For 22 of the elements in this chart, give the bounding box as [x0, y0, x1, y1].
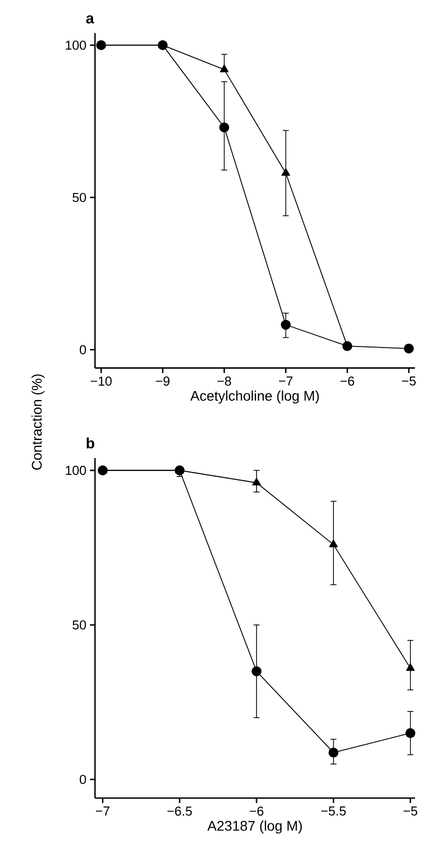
- x-tick-label: −6.5: [167, 806, 192, 816]
- x-tick-label: −5: [402, 376, 416, 386]
- x-tick-label: −5.5: [321, 806, 346, 816]
- y-tick-label: 50: [72, 620, 86, 630]
- x-axis-title: A23187 (log M): [207, 820, 302, 834]
- x-tick-label: −8: [217, 376, 232, 386]
- x-tick-label: −10: [90, 376, 112, 386]
- x-axis-title: Acetylcholine (log M): [190, 390, 319, 404]
- chart-title: b: [86, 438, 94, 449]
- chart-title: a: [86, 15, 94, 24]
- x-tick-label: −7: [96, 806, 110, 816]
- x-tick-label: −6: [340, 376, 354, 386]
- x-tick-label: −9: [156, 376, 170, 386]
- y-tick-label: 0: [80, 345, 86, 354]
- x-tick-label: −5: [404, 806, 418, 816]
- y-tick-label: 100: [66, 40, 86, 50]
- x-tick-label: −7: [279, 376, 292, 386]
- y-tick-label: 100: [66, 466, 86, 475]
- x-tick-label: −6: [250, 806, 264, 816]
- y-tick-label: 50: [72, 192, 86, 202]
- y-axis-title: Contraction (%): [32, 374, 44, 470]
- y-tick-label: 0: [80, 774, 86, 784]
